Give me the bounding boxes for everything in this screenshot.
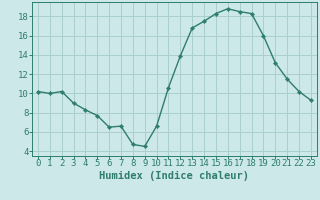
X-axis label: Humidex (Indice chaleur): Humidex (Indice chaleur) (100, 171, 249, 181)
